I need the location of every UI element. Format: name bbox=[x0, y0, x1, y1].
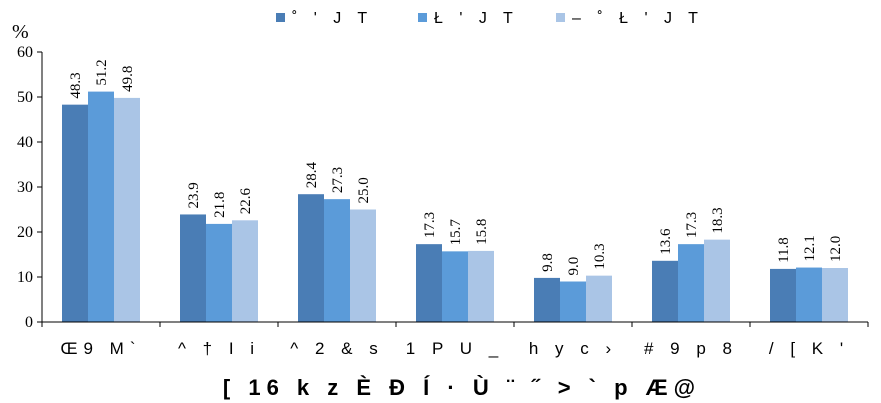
bar bbox=[298, 194, 324, 322]
bar bbox=[560, 281, 586, 322]
data-label: 18.3 bbox=[710, 207, 726, 233]
legend-swatch bbox=[418, 13, 427, 22]
data-label: 11.8 bbox=[776, 237, 792, 263]
y-tick-label: 0 bbox=[25, 314, 33, 331]
x-axis-title: [ 16 k z È Đ Í · Ù ¨ ˝ > ` p Æ@ bbox=[223, 375, 701, 400]
bar bbox=[324, 199, 350, 322]
data-label: 27.3 bbox=[330, 167, 346, 193]
bar bbox=[416, 244, 442, 322]
bar bbox=[114, 97, 140, 323]
bar bbox=[206, 223, 232, 322]
data-label: 25.0 bbox=[356, 177, 372, 203]
y-unit-label: % bbox=[12, 21, 29, 43]
bar bbox=[652, 260, 678, 322]
bar bbox=[232, 220, 258, 322]
legend-label: ˚ ' J T bbox=[292, 10, 373, 27]
data-label: 23.9 bbox=[186, 182, 202, 208]
data-label: 17.3 bbox=[684, 212, 700, 238]
bar bbox=[442, 251, 468, 322]
category-label: 1 P U _ bbox=[406, 339, 504, 358]
y-tick-label: 40 bbox=[17, 134, 33, 151]
bar bbox=[770, 268, 796, 322]
legend: ˚ ' J T Ł ' J T – ˚ Ł ' J T bbox=[276, 10, 704, 27]
data-label: 9.0 bbox=[566, 257, 582, 276]
data-label: 49.8 bbox=[120, 66, 136, 92]
bar bbox=[534, 277, 560, 322]
category-label: / [ K ' bbox=[769, 339, 849, 358]
data-label: 9.8 bbox=[540, 253, 556, 272]
y-tick-label: 10 bbox=[17, 269, 33, 286]
legend-swatch bbox=[556, 13, 565, 22]
bar bbox=[586, 275, 612, 322]
data-label: 10.3 bbox=[592, 243, 608, 269]
data-label: 21.8 bbox=[212, 192, 228, 218]
legend-label: Ł ' J T bbox=[434, 10, 519, 27]
category-label: h y c › bbox=[529, 339, 617, 358]
data-labels: 48.3 51.2 49.8 23.9 21.8 22.6 28.4 27.3 25.0 17.3… bbox=[68, 59, 844, 275]
bar bbox=[180, 214, 206, 322]
legend-swatch bbox=[276, 13, 285, 22]
bar bbox=[62, 104, 88, 323]
data-label: 22.6 bbox=[238, 188, 254, 215]
bar bbox=[88, 91, 114, 322]
y-axis: 0 10 20 30 40 50 60 bbox=[17, 44, 43, 331]
data-label: 48.3 bbox=[68, 72, 84, 98]
bar bbox=[796, 267, 822, 322]
y-tick-label: 60 bbox=[17, 44, 33, 61]
category-label: Œ9 M` bbox=[61, 339, 142, 358]
y-tick-label: 30 bbox=[17, 179, 33, 196]
bar bbox=[704, 239, 730, 322]
y-tick-label: 50 bbox=[17, 89, 33, 106]
data-label: 12.1 bbox=[802, 235, 818, 261]
x-axis: Œ9 M` ^ † I i ^ 2 & s 1 P U _ h y c › # 9 p 8… bbox=[41, 321, 869, 358]
y-tick-label: 20 bbox=[17, 224, 33, 241]
data-label: 15.8 bbox=[474, 219, 490, 245]
bar bbox=[468, 250, 494, 322]
bar bbox=[350, 209, 376, 322]
legend-label: – ˚ Ł ' J T bbox=[572, 10, 704, 27]
data-label: 15.7 bbox=[448, 219, 464, 246]
data-label: 17.3 bbox=[422, 212, 438, 238]
data-label: 28.4 bbox=[304, 161, 320, 188]
bars bbox=[62, 91, 848, 323]
bar bbox=[822, 268, 848, 322]
category-label: # 9 p 8 bbox=[644, 339, 738, 358]
category-label: ^ † I i bbox=[178, 339, 260, 358]
data-label: 51.2 bbox=[94, 59, 110, 85]
data-label: 13.6 bbox=[658, 228, 674, 255]
bar bbox=[678, 244, 704, 322]
category-label: ^ 2 & s bbox=[290, 339, 383, 358]
data-label: 12.0 bbox=[828, 236, 844, 262]
